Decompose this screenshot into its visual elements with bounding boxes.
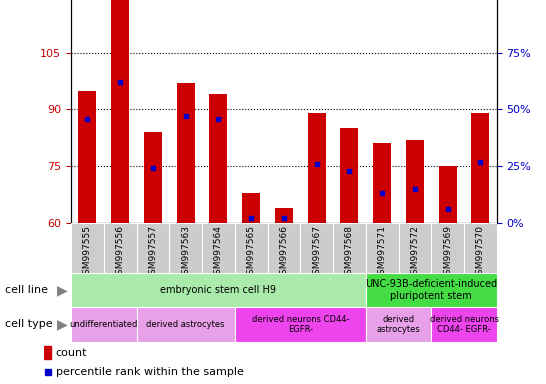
Bar bbox=[144, 132, 162, 223]
Text: derived astrocytes: derived astrocytes bbox=[146, 320, 225, 329]
Text: GSM997555: GSM997555 bbox=[83, 225, 92, 280]
Text: GSM997565: GSM997565 bbox=[247, 225, 256, 280]
Text: GSM997564: GSM997564 bbox=[214, 225, 223, 280]
Bar bbox=[341, 128, 358, 223]
Text: GSM997566: GSM997566 bbox=[280, 225, 288, 280]
Text: cell type: cell type bbox=[5, 319, 53, 329]
Bar bbox=[104, 223, 136, 273]
Bar bbox=[242, 192, 260, 223]
Text: percentile rank within the sample: percentile rank within the sample bbox=[56, 367, 244, 377]
Text: ▶: ▶ bbox=[57, 283, 68, 297]
Bar bbox=[366, 273, 497, 307]
Bar bbox=[177, 83, 194, 223]
Text: embryonic stem cell H9: embryonic stem cell H9 bbox=[161, 285, 276, 295]
Bar bbox=[333, 223, 366, 273]
Bar bbox=[210, 94, 227, 223]
Text: GSM997571: GSM997571 bbox=[378, 225, 387, 280]
Bar bbox=[235, 223, 268, 273]
Bar bbox=[300, 223, 333, 273]
Bar bbox=[366, 307, 431, 342]
Text: GSM997556: GSM997556 bbox=[116, 225, 124, 280]
Bar bbox=[136, 223, 169, 273]
Bar bbox=[472, 113, 490, 223]
Text: cell line: cell line bbox=[5, 285, 49, 295]
Text: derived neurons
CD44- EGFR-: derived neurons CD44- EGFR- bbox=[430, 315, 498, 334]
Text: GSM997570: GSM997570 bbox=[476, 225, 485, 280]
Text: ▶: ▶ bbox=[57, 318, 68, 331]
Bar bbox=[71, 223, 104, 273]
Bar bbox=[275, 208, 293, 223]
Bar bbox=[71, 273, 366, 307]
Text: count: count bbox=[56, 348, 87, 358]
Bar bbox=[431, 223, 464, 273]
Bar bbox=[366, 223, 399, 273]
Bar bbox=[71, 307, 136, 342]
Bar bbox=[202, 223, 235, 273]
Text: GSM997568: GSM997568 bbox=[345, 225, 354, 280]
Bar bbox=[235, 307, 366, 342]
Text: GSM997563: GSM997563 bbox=[181, 225, 190, 280]
Bar bbox=[399, 223, 431, 273]
Bar bbox=[136, 307, 235, 342]
Text: GSM997567: GSM997567 bbox=[312, 225, 321, 280]
Text: derived
astrocytes: derived astrocytes bbox=[377, 315, 420, 334]
Bar bbox=[169, 223, 202, 273]
Bar bbox=[111, 0, 129, 223]
Bar bbox=[431, 307, 497, 342]
Text: GSM997572: GSM997572 bbox=[411, 225, 419, 280]
Bar bbox=[373, 143, 391, 223]
Text: derived neurons CD44-
EGFR-: derived neurons CD44- EGFR- bbox=[252, 315, 349, 334]
Bar bbox=[464, 223, 497, 273]
Bar bbox=[406, 140, 424, 223]
Text: GSM997557: GSM997557 bbox=[149, 225, 157, 280]
Text: undifferentiated: undifferentiated bbox=[69, 320, 138, 329]
Bar bbox=[268, 223, 300, 273]
Bar bbox=[79, 91, 96, 223]
Text: UNC-93B-deficient-induced
pluripotent stem: UNC-93B-deficient-induced pluripotent st… bbox=[365, 279, 497, 301]
Bar bbox=[438, 166, 456, 223]
Bar bbox=[308, 113, 325, 223]
Bar bbox=[44, 346, 51, 359]
Text: GSM997569: GSM997569 bbox=[443, 225, 452, 280]
